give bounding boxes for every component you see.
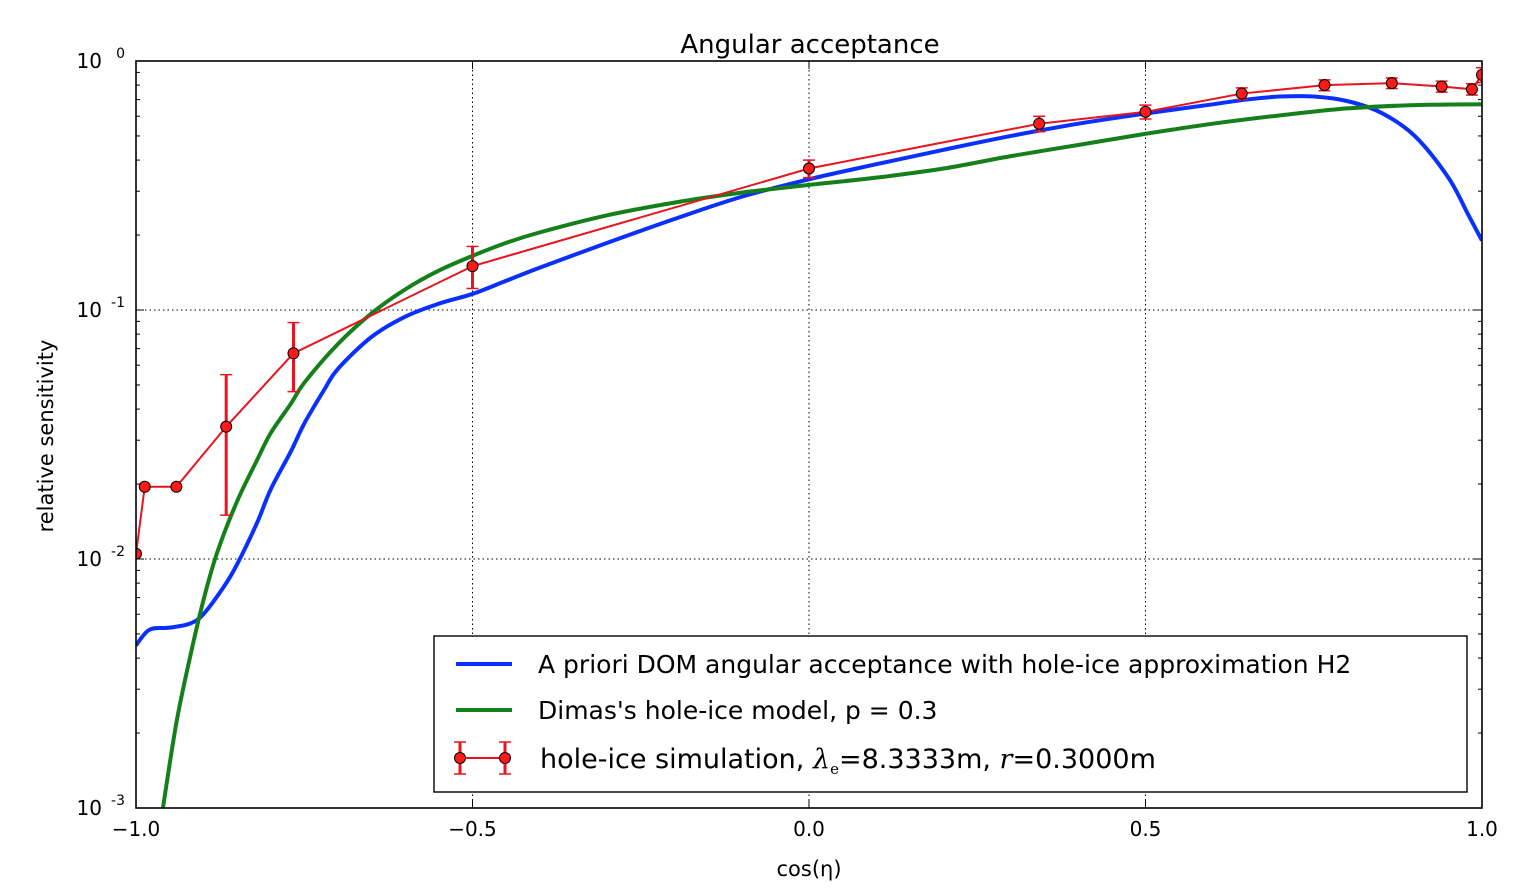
legend-red-value2: =0.3000m xyxy=(1012,744,1155,775)
y-tick-label-base: 10 xyxy=(77,547,102,571)
legend-red-lambda: λ xyxy=(812,744,830,775)
legend-swatch-red xyxy=(454,741,511,775)
data-point xyxy=(287,347,300,360)
y-tick-label-exponent: 0 xyxy=(116,46,125,62)
data-point xyxy=(1465,83,1478,96)
series-layer xyxy=(136,66,1482,808)
data-point xyxy=(803,162,815,175)
series-line-1 xyxy=(160,102,1482,808)
data-point xyxy=(1033,117,1046,130)
axes-frame xyxy=(135,60,1483,809)
y-tick-label-exponent: -1 xyxy=(111,295,125,311)
y-tick-label-base: 10 xyxy=(77,49,102,73)
legend-red-r: r xyxy=(1000,744,1015,775)
data-point xyxy=(1139,105,1152,118)
legend: A priori DOM angular acceptance with hol… xyxy=(433,635,1468,793)
y-tick-labels: 10 -3 10 -2 10 -1 10 0 xyxy=(77,46,125,820)
data-point xyxy=(138,480,151,493)
y-tick-label-exponent: -3 xyxy=(111,793,125,809)
y-axis-label: relative sensitivity xyxy=(34,340,58,533)
x-tick-label: 0.5 xyxy=(1130,817,1162,841)
y-tick-label: 10 xyxy=(77,49,102,73)
x-tick-label: 0.0 xyxy=(793,817,825,841)
data-point xyxy=(1235,87,1248,100)
errorbar-series xyxy=(136,66,1482,560)
legend-label-blue: A priori DOM angular acceptance with hol… xyxy=(538,650,1351,679)
data-point xyxy=(466,260,479,273)
y-tick-label-base: 10 xyxy=(77,298,102,322)
series-line-0 xyxy=(136,94,1482,647)
data-point xyxy=(1385,77,1398,90)
x-tick-label: −1.0 xyxy=(112,817,161,841)
data-point xyxy=(136,547,142,560)
y-tick-label: 10 xyxy=(77,298,102,322)
x-tick-labels: −1.0 −0.5 0.0 0.5 1.0 xyxy=(112,817,1498,841)
chart-title: Angular acceptance xyxy=(680,30,939,60)
legend-label-red: hole-ice simulation, λe=8.3333m, r=0.300… xyxy=(540,744,1156,778)
data-point xyxy=(1476,68,1482,81)
legend-red-lambda-sub: e xyxy=(830,760,839,778)
y-tick-label: 10 xyxy=(77,547,102,571)
legend-red-prefix: hole-ice simulation, xyxy=(540,744,813,775)
x-tick-label: 1.0 xyxy=(1466,817,1498,841)
y-tick-label-base: 10 xyxy=(77,796,102,820)
y-tick-label-exponent: -2 xyxy=(111,544,125,560)
x-axis-label: cos(η) xyxy=(776,857,841,881)
x-tick-label: −0.5 xyxy=(448,817,497,841)
legend-red-value1: =8.3333m, xyxy=(839,744,1000,775)
plot-area xyxy=(136,66,1482,808)
data-point xyxy=(1435,80,1448,93)
legend-box xyxy=(433,635,1468,793)
data-point xyxy=(1318,79,1331,92)
legend-label-green: Dimas's hole-ice model, p = 0.3 xyxy=(538,696,937,725)
data-point xyxy=(170,480,183,493)
data-point xyxy=(220,420,233,433)
y-tick-label: 10 xyxy=(77,796,102,820)
